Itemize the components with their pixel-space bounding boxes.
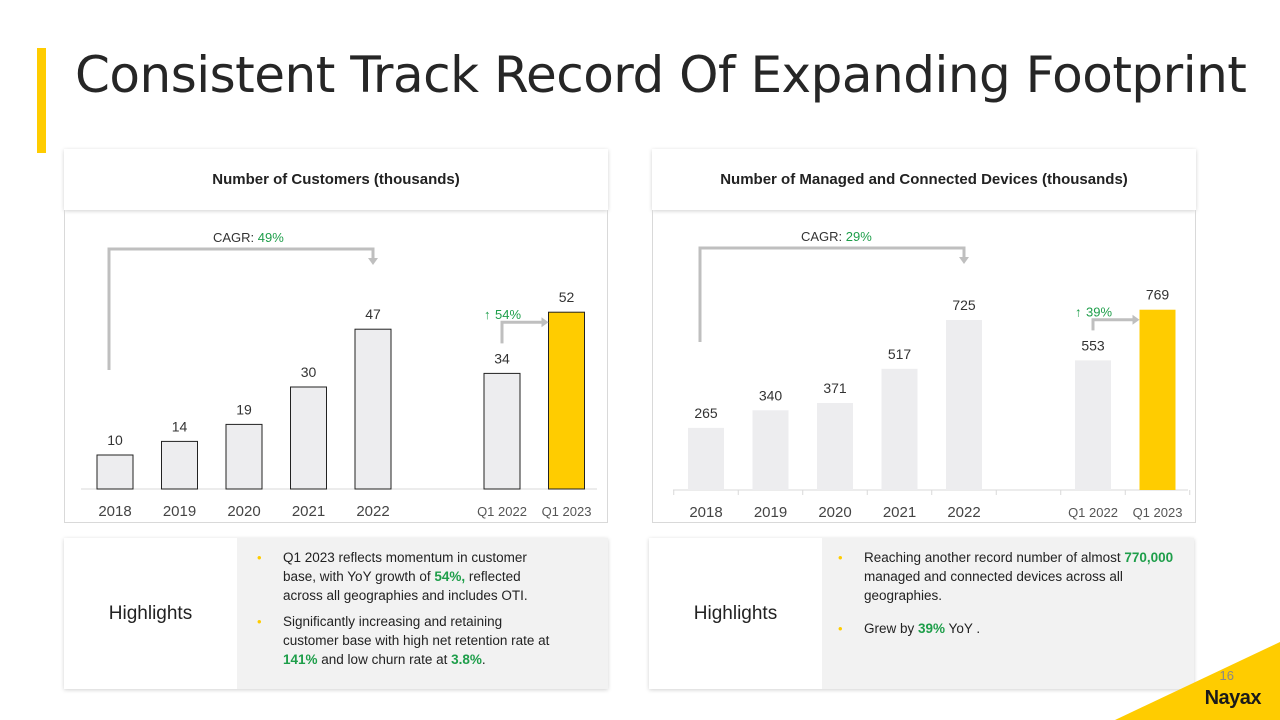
data-label: 19 — [236, 401, 252, 417]
bar-q1-2023 — [548, 311, 585, 490]
highlight-text: . — [481, 652, 486, 667]
highlight-bullet: Q1 2023 reflects momentum in customer ba… — [257, 548, 557, 605]
bar-2018 — [96, 454, 134, 490]
page-title: Consistent Track Record Of Expanding Foo… — [75, 46, 1247, 104]
category-label: 2022 — [356, 503, 389, 520]
highlight-text: Reaching another record number of almost — [864, 550, 1125, 565]
growth-up-icon: ↑ — [1075, 305, 1082, 320]
title-accent-bar — [37, 48, 46, 153]
cagr-arrowhead — [959, 257, 969, 264]
growth-arrowhead — [1132, 314, 1140, 325]
highlight-text: and low churn rate at — [317, 652, 452, 667]
customers-chart-panel: Number of Customers (thousands) 10 14 19 30… — [64, 149, 608, 523]
data-label: 769 — [1146, 287, 1170, 303]
highlights-list: Q1 2023 reflects momentum in customer ba… — [257, 548, 557, 676]
category-label: Q1 2022 — [477, 504, 527, 519]
highlight-metric: 3.8% — [451, 652, 482, 667]
category-label: 2020 — [818, 504, 851, 521]
page-number: 16 — [1219, 668, 1234, 683]
bar-2018 — [688, 427, 724, 490]
highlight-bullet: Significantly increasing and retaining c… — [257, 612, 557, 669]
bar-2021 — [881, 368, 918, 490]
highlight-metric: 54%, — [434, 569, 466, 584]
devices-chart-body: 265 340 371 517 725 553 769 2018 2019 2020 2021 202… — [652, 210, 1196, 523]
highlight-metric: 39% — [918, 621, 946, 636]
data-label: 52 — [559, 289, 575, 305]
growth-label: 39% — [1086, 305, 1112, 320]
highlight-text: managed and connected devices across all… — [864, 569, 1123, 603]
growth-arrow — [500, 320, 543, 344]
bar-q1-2022 — [483, 372, 521, 490]
brand-corner-triangle — [1115, 642, 1280, 720]
highlight-bullet: Reaching another record number of almost… — [838, 548, 1178, 605]
data-label: 265 — [694, 405, 718, 421]
highlight-bullet: Grew by 39% YoY . — [838, 619, 1178, 638]
category-label: 2020 — [227, 503, 260, 520]
customers-chart-title: Number of Customers (thousands) — [64, 149, 608, 210]
data-label: 34 — [494, 350, 510, 366]
data-label: 725 — [952, 297, 976, 313]
data-label: 47 — [365, 306, 381, 322]
devices-chart-panel: Number of Managed and Connected Devices … — [652, 149, 1196, 523]
bar-2022 — [354, 328, 392, 490]
category-label: 2021 — [883, 504, 916, 521]
data-label: 10 — [107, 432, 123, 448]
highlight-text: Significantly increasing and retaining c… — [283, 614, 550, 648]
category-label: Q1 2022 — [1068, 505, 1118, 520]
category-label: Q1 2023 — [1133, 505, 1183, 520]
customers-bar-chart: 10 14 19 30 47 34 52 2018 2019 2020 2021 2022 Q1 202… — [81, 230, 597, 520]
cagr-text: CAGR: — [213, 230, 258, 245]
bar-2019 — [161, 440, 198, 490]
highlight-text: Q1 2023 reflects momentum in customer ba… — [283, 550, 527, 584]
bar-2021 — [290, 386, 327, 490]
bar-q1-2023 — [1139, 309, 1176, 490]
highlight-text: YoY . — [945, 621, 981, 636]
cagr-label: CAGR: 29% — [801, 229, 872, 244]
customers-highlights: Highlights Q1 2023 reflects momentum in … — [64, 538, 608, 689]
category-label: 2018 — [689, 504, 722, 521]
devices-chart-title: Number of Managed and Connected Devices … — [652, 149, 1196, 210]
growth-arrow — [1091, 318, 1134, 331]
highlights-label: Highlights — [649, 538, 822, 689]
cagr-arrowhead — [368, 258, 378, 265]
highlight-metric: 770,000 — [1124, 550, 1174, 565]
highlight-text: Grew by — [864, 621, 919, 636]
cagr-bracket — [698, 246, 966, 342]
category-label: 2019 — [754, 504, 787, 521]
highlights-list: Reaching another record number of almost… — [838, 548, 1178, 645]
highlight-text: reflected across all geographies and inc… — [283, 569, 528, 603]
category-label: 2022 — [947, 504, 980, 521]
category-label: 2018 — [98, 503, 131, 520]
growth-up-icon: ↑ — [484, 307, 491, 322]
highlight-metric: 141% — [283, 652, 318, 667]
growth-arrowhead — [541, 317, 549, 328]
data-label: 371 — [823, 380, 847, 396]
growth-label: 54% — [495, 307, 521, 322]
cagr-text: CAGR: — [801, 229, 846, 244]
customers-chart-body: 10 14 19 30 47 34 52 2018 2019 2020 2021 2022 Q1 202… — [64, 210, 608, 523]
category-label: 2019 — [163, 503, 196, 520]
bar-2022 — [946, 320, 982, 490]
bar-2019 — [752, 410, 789, 490]
nayax-logo: Nayax — [1204, 687, 1262, 709]
bar-2020 — [817, 403, 853, 490]
data-label: 553 — [1081, 337, 1105, 353]
category-label: 2021 — [292, 503, 325, 520]
cagr-value: 29% — [846, 229, 872, 244]
category-label: Q1 2023 — [542, 504, 592, 519]
data-label: 14 — [172, 418, 188, 434]
cagr-bracket — [107, 247, 375, 370]
cagr-value: 49% — [258, 230, 284, 245]
data-label: 517 — [888, 346, 912, 362]
devices-bar-chart: 265 340 371 517 725 553 769 2018 2019 2020 2021 202… — [673, 229, 1191, 521]
bar-q1-2022 — [1075, 360, 1111, 490]
highlights-label: Highlights — [64, 538, 237, 689]
data-label: 30 — [301, 364, 317, 380]
devices-highlights: Highlights Reaching another record numbe… — [649, 538, 1194, 689]
bar-2020 — [225, 423, 263, 490]
cagr-label: CAGR: 49% — [213, 230, 284, 245]
data-label: 340 — [759, 387, 783, 403]
